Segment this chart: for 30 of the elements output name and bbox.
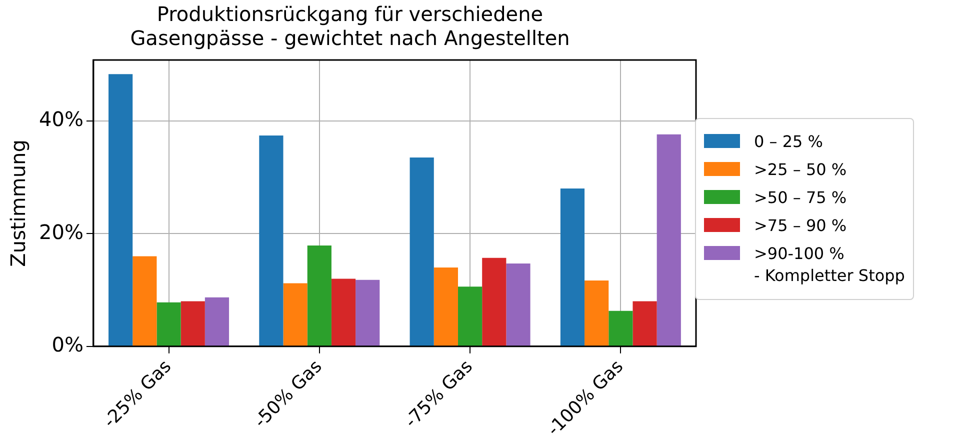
bar (482, 258, 506, 346)
bar (307, 245, 332, 346)
bar (560, 188, 585, 346)
legend-label: >90-100 % - Kompletter Stopp (754, 243, 905, 287)
bar (632, 301, 657, 346)
bar (608, 310, 633, 346)
bar (259, 136, 284, 346)
bar (506, 264, 530, 346)
legend-label: >50 – 75 % (754, 187, 847, 209)
bar (132, 256, 157, 346)
legend-label: >75 – 90 % (754, 215, 847, 237)
bar (458, 286, 482, 346)
bar (656, 134, 681, 346)
y-tick-label: 20% (39, 220, 84, 244)
y-tick-label: 40% (39, 107, 84, 132)
bar (108, 74, 133, 346)
chart-title: Produktionsrückgang für verschiedene Gasengpässe - gewichtet nach Angestellten (130, 2, 570, 50)
y-tick-label: 0% (52, 332, 84, 357)
bar (204, 297, 230, 346)
y-axis-title: Zustimmung (6, 140, 30, 267)
bar (584, 280, 609, 346)
legend-label: >25 – 50 % (754, 159, 847, 181)
bar (410, 158, 434, 346)
bar (283, 283, 308, 346)
legend-label: 0 – 25 % (754, 131, 823, 153)
bar (156, 302, 181, 346)
bar (356, 280, 380, 346)
bar (180, 301, 205, 346)
bar (331, 278, 356, 346)
bar (434, 267, 458, 346)
